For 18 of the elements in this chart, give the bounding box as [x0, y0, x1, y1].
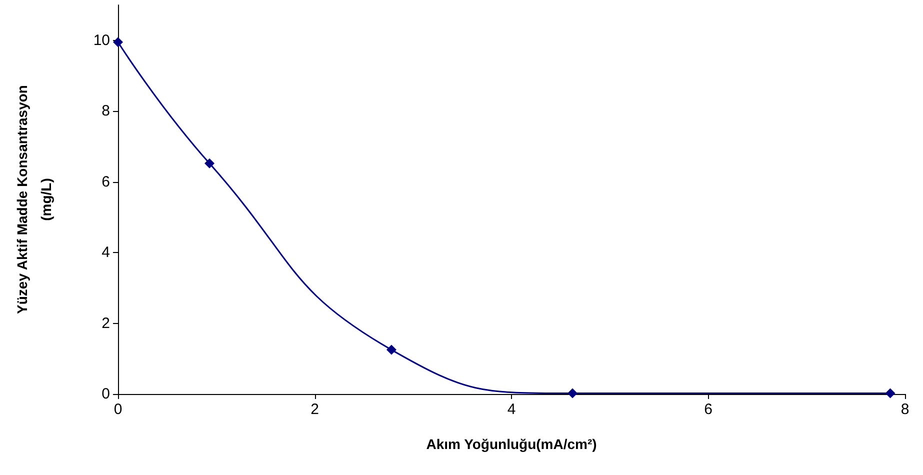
point — [113, 37, 123, 48]
y-tick-label: 10 — [93, 32, 110, 49]
y-tick-label: 0 — [102, 386, 110, 402]
x-tick-label: 0 — [114, 401, 122, 418]
x-tick-label: 4 — [507, 401, 516, 418]
y-axis-title: Yüzey Aktif Madde Konsantrasyon (mg/L) — [14, 85, 54, 314]
y-tick-label: 8 — [102, 102, 110, 120]
x-tick-label: 8 — [900, 401, 910, 418]
point — [885, 388, 896, 398]
x-tick-label: 2 — [310, 401, 319, 418]
point — [386, 344, 396, 355]
y-tick-label: 6 — [102, 173, 110, 190]
point — [204, 158, 214, 168]
x-tick-label: 6 — [704, 401, 712, 418]
x-axis-title: Akım Yoğunluğu(mA/cm²) — [426, 436, 597, 452]
y-tick-label: 2 — [102, 314, 110, 332]
y-tick-label: 4 — [102, 244, 110, 262]
point — [567, 388, 578, 398]
